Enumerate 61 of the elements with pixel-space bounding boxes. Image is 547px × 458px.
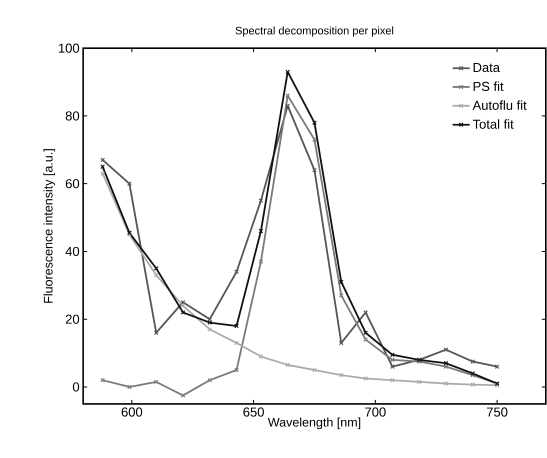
point (180, 303, 186, 308)
point (390, 364, 395, 369)
point (258, 228, 264, 234)
point (444, 347, 448, 352)
x-tick-label: 600 (122, 407, 142, 417)
point (180, 393, 186, 398)
point (234, 269, 239, 274)
point (312, 368, 317, 372)
point (470, 382, 476, 387)
point (338, 293, 344, 298)
point (338, 372, 344, 378)
point (444, 360, 448, 366)
point (154, 379, 159, 384)
point (390, 357, 395, 362)
point (154, 272, 159, 278)
point (258, 198, 264, 203)
y-tick-label: 40 (65, 246, 80, 256)
point (338, 340, 344, 346)
y-tick-label: 80 (66, 111, 80, 120)
x-tick-label: 650 (243, 407, 264, 417)
point (154, 266, 159, 271)
x-axis-title: Wavelength [nm] (268, 417, 360, 430)
y-tick-label: 0 (72, 382, 80, 392)
legend-label: Total fit (472, 119, 514, 129)
point (258, 354, 264, 359)
point (234, 340, 239, 346)
point (338, 280, 344, 284)
point (312, 120, 317, 126)
point (285, 103, 290, 108)
point (285, 362, 290, 368)
point (312, 168, 317, 172)
legend-label: Data (474, 63, 500, 72)
point (444, 381, 448, 386)
legend-label: PS fit (474, 81, 504, 91)
point (416, 379, 422, 384)
y-tick-label: 100 (58, 44, 80, 53)
chart-title: Spectral decomposition per pixel (236, 26, 394, 37)
point (127, 181, 132, 186)
point (390, 378, 395, 383)
point (470, 359, 476, 364)
point (285, 69, 290, 74)
point (258, 259, 264, 264)
point (127, 384, 132, 390)
point (234, 324, 239, 328)
point (207, 378, 212, 383)
y-axis-title: Fluorescence intensity [a.u.] (43, 149, 56, 303)
point (390, 352, 395, 358)
point (207, 320, 212, 325)
legend-label: Autoflu fit (472, 100, 527, 110)
x-tick-label: 750 (486, 407, 508, 417)
point (234, 368, 239, 372)
x-tick-label: 700 (365, 407, 386, 417)
point (154, 330, 159, 336)
point (312, 137, 317, 142)
point (285, 93, 290, 98)
point (207, 326, 212, 332)
y-tick-label: 20 (66, 314, 80, 324)
y-tick-label: 60 (66, 179, 80, 188)
point (363, 376, 368, 381)
point (180, 310, 186, 315)
point (363, 337, 368, 342)
